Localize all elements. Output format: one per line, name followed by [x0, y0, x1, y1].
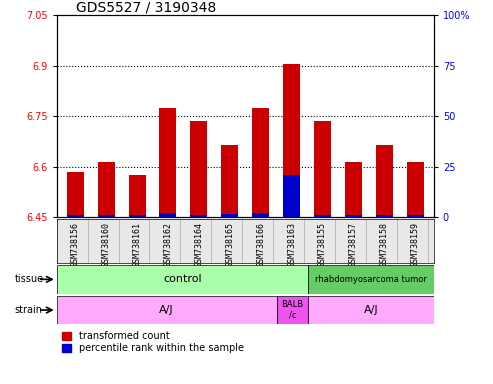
Bar [129, 175, 145, 217]
Bar [252, 108, 269, 217]
Bar [314, 215, 331, 217]
Bar [407, 215, 424, 217]
Bar [67, 172, 84, 217]
Text: GDS5527 / 3190348: GDS5527 / 3190348 [75, 0, 216, 14]
Bar [159, 108, 176, 217]
Bar [67, 215, 84, 217]
Bar [345, 215, 362, 217]
Text: GSM738155: GSM738155 [318, 222, 327, 267]
Bar [159, 213, 176, 217]
Text: control: control [163, 274, 202, 285]
Bar [57, 296, 277, 324]
Text: A/J: A/J [364, 305, 378, 315]
Text: GSM738160: GSM738160 [102, 222, 110, 267]
Bar [98, 162, 115, 217]
Text: GSM738162: GSM738162 [164, 222, 173, 267]
Bar [308, 296, 434, 324]
Text: A/J: A/J [159, 305, 174, 315]
Text: GSM738166: GSM738166 [256, 222, 265, 267]
Text: tissue: tissue [15, 274, 44, 285]
Bar [98, 215, 115, 217]
Bar [345, 162, 362, 217]
Bar [129, 215, 145, 217]
Text: GSM738161: GSM738161 [133, 222, 141, 267]
Text: GSM738156: GSM738156 [70, 222, 80, 267]
Bar [190, 215, 208, 217]
Text: GSM738164: GSM738164 [194, 222, 204, 267]
Bar [283, 175, 300, 217]
Bar [283, 64, 300, 217]
Text: rhabdomyosarcoma tumor: rhabdomyosarcoma tumor [315, 275, 427, 284]
Text: GSM738165: GSM738165 [225, 222, 234, 267]
Text: GSM738159: GSM738159 [411, 222, 420, 267]
Bar [407, 162, 424, 217]
Bar [314, 121, 331, 217]
Text: GSM738158: GSM738158 [380, 222, 389, 267]
Legend: transformed count, percentile rank within the sample: transformed count, percentile rank withi… [62, 331, 244, 353]
Text: GSM738157: GSM738157 [349, 222, 358, 267]
Bar [376, 145, 393, 217]
Bar [221, 145, 238, 217]
Text: BALB
/c: BALB /c [282, 300, 304, 320]
Bar [252, 213, 269, 217]
Text: GSM738163: GSM738163 [287, 222, 296, 267]
Bar [277, 296, 308, 324]
Text: strain: strain [15, 305, 43, 315]
Bar [57, 265, 308, 294]
Bar [190, 121, 208, 217]
Bar [308, 265, 434, 294]
Bar [221, 214, 238, 217]
Bar [376, 215, 393, 217]
